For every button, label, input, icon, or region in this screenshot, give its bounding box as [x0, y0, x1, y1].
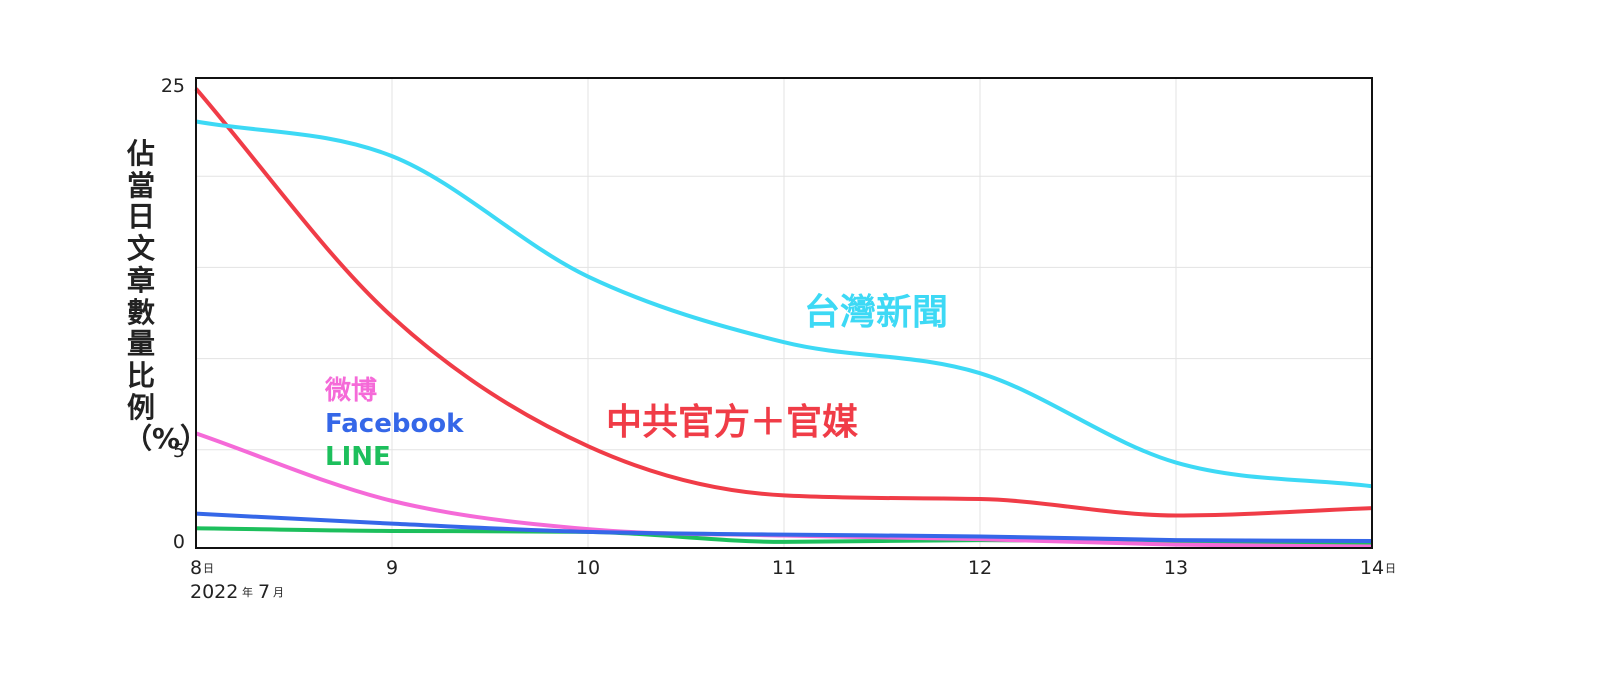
series-line-1	[194, 87, 1373, 518]
x-tick-label: 14	[1360, 557, 1384, 579]
x-tick-label: 12	[968, 557, 992, 579]
plot-frame	[195, 77, 1373, 549]
x-axis-month: 7	[258, 581, 270, 603]
series-label-4: LINE	[325, 442, 391, 472]
x-axis-year-suffix: 年	[242, 585, 253, 599]
series-label-2: 微博	[324, 375, 377, 406]
x-tick-label: 9	[386, 557, 398, 579]
y-tick-label: 0	[173, 531, 185, 553]
series-label-3: Facebook	[325, 409, 464, 439]
x-tick-label: 10	[576, 557, 600, 579]
series-label-0: 台灣新聞	[804, 292, 948, 333]
x-tick-day-suffix: 日	[203, 562, 214, 575]
x-tick-label: 11	[772, 557, 796, 579]
x-axis-month-suffix: 月	[273, 586, 284, 599]
x-tick-day-suffix: 日	[1385, 562, 1396, 575]
x-tick-label: 13	[1164, 557, 1188, 579]
series-line-3	[195, 511, 1373, 543]
x-tick-label: 8	[190, 557, 202, 579]
series-label-1: 中共官方＋官媒	[606, 402, 859, 443]
x-axis-year: 2022	[190, 581, 238, 603]
y-axis-label: 佔當日文章數量比例（%）	[124, 137, 209, 456]
series-line-0	[195, 119, 1373, 489]
y-tick-label: 25	[161, 75, 185, 97]
y-tick-label: 5	[173, 440, 185, 462]
